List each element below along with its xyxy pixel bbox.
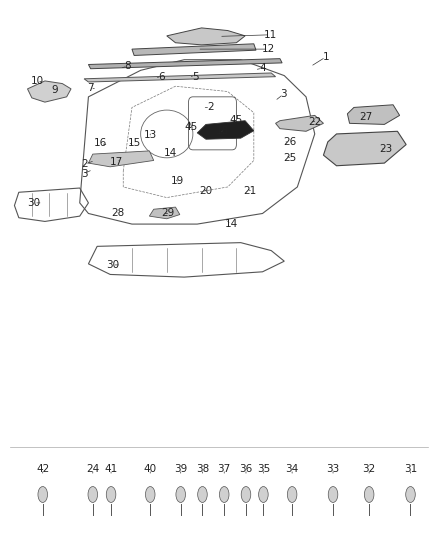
Text: 17: 17 bbox=[110, 157, 123, 166]
Text: 10: 10 bbox=[31, 76, 44, 86]
Text: 45: 45 bbox=[184, 122, 198, 132]
Text: 2: 2 bbox=[207, 102, 214, 112]
Text: 26: 26 bbox=[283, 137, 296, 147]
Text: 16: 16 bbox=[94, 139, 107, 149]
Text: 40: 40 bbox=[144, 464, 157, 474]
Ellipse shape bbox=[88, 487, 98, 503]
Polygon shape bbox=[132, 44, 256, 55]
Ellipse shape bbox=[38, 487, 47, 503]
Ellipse shape bbox=[219, 487, 229, 503]
Text: 33: 33 bbox=[326, 464, 339, 474]
Text: 36: 36 bbox=[239, 464, 253, 474]
Ellipse shape bbox=[258, 487, 268, 503]
Text: 3: 3 bbox=[81, 169, 88, 179]
Text: 12: 12 bbox=[262, 44, 275, 54]
Ellipse shape bbox=[241, 487, 251, 503]
Text: 22: 22 bbox=[308, 117, 321, 127]
Text: 3: 3 bbox=[280, 89, 287, 99]
Text: 5: 5 bbox=[192, 71, 198, 82]
Text: 25: 25 bbox=[283, 153, 296, 163]
Text: 41: 41 bbox=[104, 464, 118, 474]
Polygon shape bbox=[84, 73, 276, 82]
Text: 45: 45 bbox=[230, 115, 243, 125]
Text: 9: 9 bbox=[51, 85, 58, 95]
Polygon shape bbox=[28, 81, 71, 102]
Text: 27: 27 bbox=[359, 112, 372, 122]
Polygon shape bbox=[167, 28, 245, 45]
Text: 4: 4 bbox=[259, 63, 266, 73]
Ellipse shape bbox=[145, 487, 155, 503]
Text: 30: 30 bbox=[28, 198, 41, 208]
Ellipse shape bbox=[106, 487, 116, 503]
Text: 34: 34 bbox=[286, 464, 299, 474]
Text: 28: 28 bbox=[111, 208, 125, 218]
Text: 29: 29 bbox=[161, 208, 174, 219]
Polygon shape bbox=[276, 115, 323, 131]
Text: 42: 42 bbox=[36, 464, 49, 474]
Polygon shape bbox=[88, 151, 154, 167]
Text: 2: 2 bbox=[81, 159, 88, 169]
Polygon shape bbox=[88, 59, 282, 69]
Text: 37: 37 bbox=[218, 464, 231, 474]
Text: 38: 38 bbox=[196, 464, 209, 474]
Polygon shape bbox=[323, 131, 406, 166]
Text: 30: 30 bbox=[106, 260, 119, 270]
Ellipse shape bbox=[198, 487, 207, 503]
Ellipse shape bbox=[328, 487, 338, 503]
Polygon shape bbox=[347, 105, 399, 124]
Text: 14: 14 bbox=[164, 148, 177, 158]
Ellipse shape bbox=[406, 487, 415, 503]
Text: 18: 18 bbox=[216, 126, 230, 136]
Text: 32: 32 bbox=[363, 464, 376, 474]
Polygon shape bbox=[149, 207, 180, 219]
Text: 23: 23 bbox=[379, 144, 393, 154]
Ellipse shape bbox=[176, 487, 185, 503]
Text: 35: 35 bbox=[257, 464, 270, 474]
Text: 8: 8 bbox=[124, 61, 131, 71]
Text: 6: 6 bbox=[158, 71, 165, 82]
Text: 21: 21 bbox=[244, 185, 257, 196]
Text: 15: 15 bbox=[127, 139, 141, 149]
Ellipse shape bbox=[287, 487, 297, 503]
Text: 20: 20 bbox=[199, 185, 212, 196]
Text: 14: 14 bbox=[225, 219, 238, 229]
Text: 7: 7 bbox=[87, 83, 93, 93]
Text: 1: 1 bbox=[322, 52, 329, 62]
Text: 13: 13 bbox=[144, 130, 157, 140]
Polygon shape bbox=[197, 120, 254, 139]
Text: 39: 39 bbox=[174, 464, 187, 474]
Text: 24: 24 bbox=[86, 464, 99, 474]
Ellipse shape bbox=[364, 487, 374, 503]
Text: 19: 19 bbox=[171, 176, 184, 186]
Text: 31: 31 bbox=[404, 464, 417, 474]
Text: 11: 11 bbox=[264, 30, 277, 40]
